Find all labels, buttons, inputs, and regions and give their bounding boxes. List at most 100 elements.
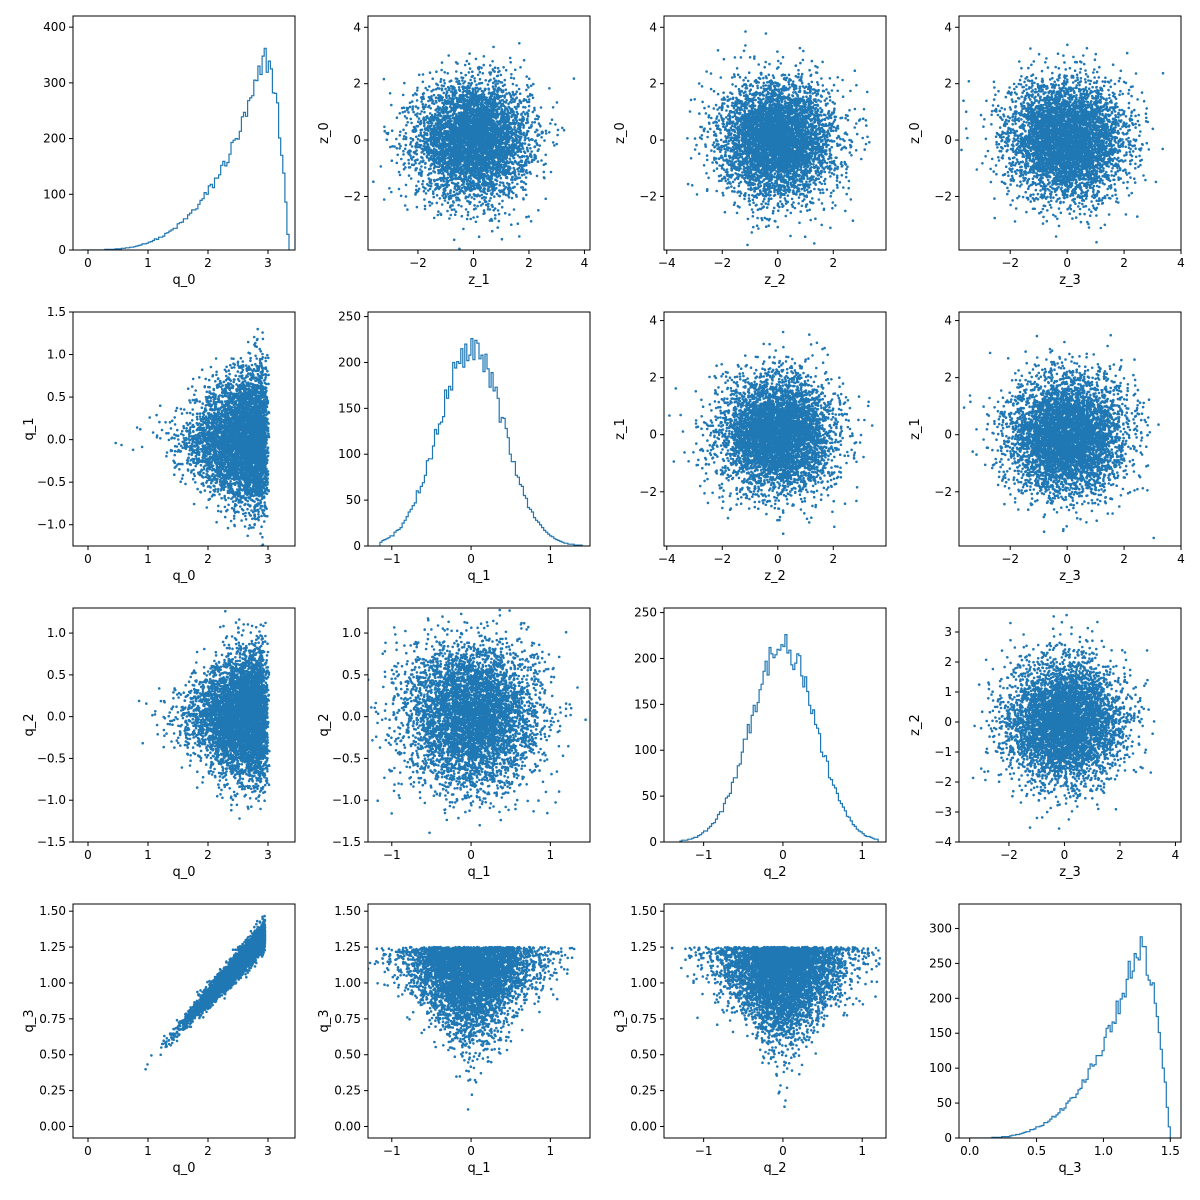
y-tick-label: 50: [346, 493, 361, 507]
y-tick-label: 1.0: [47, 626, 66, 640]
plot-marks: [82, 47, 290, 250]
y-tick-label: 250: [338, 310, 361, 324]
y-axis-label: z_0: [908, 122, 923, 144]
x-tick-label: 1: [858, 1144, 866, 1158]
histogram-step: [82, 47, 290, 250]
y-tick-label: −2: [934, 189, 952, 203]
y-tick-label: 0.5: [47, 390, 66, 404]
axes-frame: [958, 311, 1182, 547]
x-tick-label: 2: [829, 552, 837, 566]
y-tick-label: 0: [944, 428, 952, 442]
y-tick-label: 2: [944, 655, 952, 669]
y-axis-label: q_3: [613, 1009, 628, 1032]
plot-marks: [379, 338, 583, 546]
y-tick-label: 4: [649, 20, 657, 34]
y-axis-label: q_1: [22, 417, 37, 440]
plot-marks: [664, 330, 874, 535]
y-tick-label: 1.25: [334, 940, 361, 954]
y-tick-label: 0: [944, 133, 952, 147]
x-tick-label: 4: [1172, 848, 1180, 862]
y-tick-label: −2: [934, 775, 952, 789]
x-tick-label: 4: [1177, 256, 1185, 270]
scatter-points: [114, 327, 271, 546]
subplot-2-1: −1 0 1 −1.5 −1.0 −0.5 0.0 0.5 1.0 q_1 q_2: [317, 607, 591, 880]
y-tick-label: 2: [649, 77, 657, 91]
y-tick-label: 1.00: [630, 976, 657, 990]
scatter-points: [664, 330, 874, 535]
x-axis-label: z_3: [1059, 865, 1081, 880]
x-tick-label: 1.0: [1094, 1144, 1113, 1158]
y-tick-label: −1.0: [332, 793, 361, 807]
y-tick-label: 0.25: [334, 1084, 361, 1098]
y-tick-label: −2: [639, 485, 657, 499]
x-axis-label: q_0: [172, 569, 195, 584]
subplot-0-0: 0 1 2 3 0 100 200 300 400 q_0: [43, 15, 296, 288]
y-tick-label: 0.50: [630, 1048, 657, 1062]
axes-frame: [663, 311, 887, 547]
subplot-2-3: −2 0 2 4 −4 −3 −2 −1 0 1 2 3 z_3 z_2: [908, 607, 1182, 880]
x-tick-label: 2: [525, 256, 533, 270]
x-tick-label: 4: [581, 256, 589, 270]
x-tick-label: 0: [84, 848, 92, 862]
x-tick-label: 0: [84, 1144, 92, 1158]
y-tick-label: 200: [634, 651, 657, 665]
y-tick-label: 0: [649, 835, 657, 849]
y-axis-label: q_3: [317, 1009, 332, 1032]
subplot-1-3: −2 0 2 4 −2 0 2 4 z_3 z_1: [908, 311, 1185, 584]
y-tick-label: 0.00: [39, 1120, 66, 1134]
y-tick-label: 150: [929, 1026, 952, 1040]
x-tick-label: 2: [204, 256, 212, 270]
y-tick-label: 0.00: [334, 1120, 361, 1134]
x-axis-label: q_1: [467, 569, 490, 584]
x-tick-label: −1: [695, 1144, 713, 1158]
y-tick-label: −0.5: [37, 475, 66, 489]
x-tick-label: 0: [774, 256, 782, 270]
x-tick-label: 0.5: [1027, 1144, 1046, 1158]
axes-frame: [958, 903, 1182, 1139]
axes-frame: [72, 607, 296, 843]
y-tick-label: −3: [934, 805, 952, 819]
subplot-1-1: −1 0 1 0 50 100 150 200 250 q_1: [338, 310, 591, 584]
y-axis-label: z_1: [613, 418, 628, 440]
scatter-points: [670, 945, 882, 1108]
y-tick-label: 0: [353, 539, 361, 553]
subplot-0-3: −2 0 2 4 −2 0 2 4 z_3 z_0: [908, 15, 1185, 288]
x-tick-label: 2: [204, 1144, 212, 1158]
subplot-3-3: 0.0 0.5 1.0 1.5 0 50 100 150 200 250 300 q_3: [929, 903, 1182, 1176]
scatter-points: [962, 333, 1160, 540]
y-tick-label: 0: [353, 133, 361, 147]
y-tick-label: 0.0: [47, 710, 66, 724]
y-tick-label: 150: [338, 401, 361, 415]
y-tick-label: 50: [937, 1096, 952, 1110]
x-tick-label: 0: [467, 848, 475, 862]
axes-frame: [367, 903, 591, 1139]
y-axis-label: q_2: [317, 713, 332, 736]
x-axis-label: q_0: [172, 865, 195, 880]
y-tick-label: 4: [353, 20, 361, 34]
x-tick-label: 2: [1116, 848, 1124, 862]
axes-frame: [367, 607, 591, 843]
y-tick-label: 1.0: [47, 348, 66, 362]
y-tick-label: 250: [634, 606, 657, 620]
y-tick-label: 4: [649, 314, 657, 328]
y-tick-label: 0.75: [630, 1012, 657, 1026]
histogram-step: [679, 634, 879, 842]
x-tick-label: 2: [204, 552, 212, 566]
y-tick-label: 200: [338, 355, 361, 369]
x-axis-label: q_0: [172, 273, 195, 288]
x-axis-label: z_2: [764, 273, 786, 288]
y-tick-label: 0.25: [630, 1084, 657, 1098]
x-tick-label: −2: [1001, 552, 1019, 566]
y-tick-label: −0.5: [37, 751, 66, 765]
x-tick-label: 1: [144, 1144, 152, 1158]
y-tick-label: 200: [929, 991, 952, 1005]
x-tick-label: 0: [779, 848, 787, 862]
x-tick-label: −2: [713, 552, 731, 566]
y-tick-label: 3: [944, 625, 952, 639]
y-tick-label: 2: [944, 77, 952, 91]
y-tick-label: 2: [353, 77, 361, 91]
y-tick-label: 0.75: [39, 1012, 66, 1026]
x-tick-label: 0: [1063, 256, 1071, 270]
y-tick-label: 300: [43, 76, 66, 90]
y-tick-label: 1.50: [334, 904, 361, 918]
